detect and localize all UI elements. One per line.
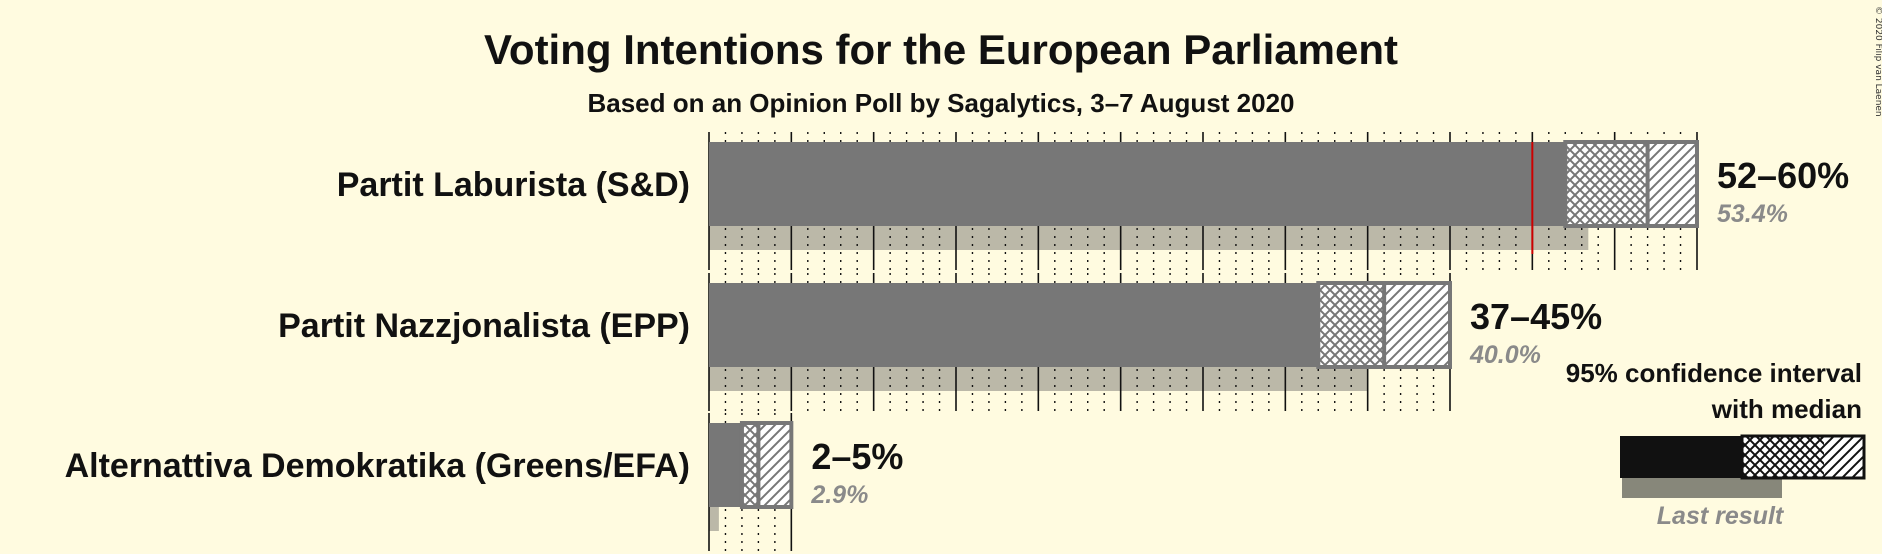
ci-solid-bar bbox=[709, 142, 1566, 226]
ci-diag-hatch bbox=[1647, 142, 1697, 226]
party-label: Partit Nazzjonalista (EPP) bbox=[278, 307, 690, 345]
party-label: Partit Laburista (S&D) bbox=[337, 166, 690, 204]
legend: 95% confidence interval with median Last… bbox=[1566, 358, 1866, 530]
copyright: © 2020 Filip van Laenen bbox=[1873, 6, 1882, 117]
chart-subtitle: Based on an Opinion Poll by Sagalytics, … bbox=[587, 88, 1294, 118]
legend-line2: with median bbox=[1711, 394, 1862, 424]
ci-solid-bar bbox=[709, 283, 1319, 367]
legend-cross-hatch bbox=[1742, 436, 1824, 478]
range-label: 52–60% bbox=[1717, 155, 1849, 196]
range-label: 2–5% bbox=[811, 436, 903, 477]
last-result-bar bbox=[709, 507, 719, 531]
ci-cross-hatch bbox=[1318, 283, 1385, 367]
ci-diag-hatch bbox=[1384, 283, 1450, 367]
party-label: Alternattiva Demokratika (Greens/EFA) bbox=[65, 447, 690, 485]
legend-last-result-label: Last result bbox=[1657, 502, 1785, 530]
legend-solid-bar bbox=[1620, 436, 1742, 478]
legend-line1: 95% confidence interval bbox=[1566, 358, 1862, 388]
legend-outline bbox=[1740, 434, 1866, 480]
ci-cross-hatch bbox=[741, 423, 759, 507]
median-label: 2.9% bbox=[810, 481, 868, 509]
ci-solid-bar bbox=[709, 423, 742, 507]
ci-cross-hatch bbox=[1565, 142, 1648, 226]
legend-diag-hatch bbox=[1824, 436, 1864, 478]
ci-outline bbox=[1563, 140, 1700, 228]
median-label: 53.4% bbox=[1717, 200, 1788, 228]
last-result-bar bbox=[709, 226, 1589, 250]
range-label: 37–45% bbox=[1470, 296, 1602, 337]
bars-layer: Partit Laburista (S&D) 52–60% 53.4% Partit … bbox=[65, 132, 1849, 551]
median-label: 40.0% bbox=[1469, 341, 1541, 369]
ci-outline bbox=[739, 421, 794, 509]
chart-title: Voting Intentions for the European Parli… bbox=[484, 26, 1398, 73]
ci-diag-hatch bbox=[758, 423, 792, 507]
